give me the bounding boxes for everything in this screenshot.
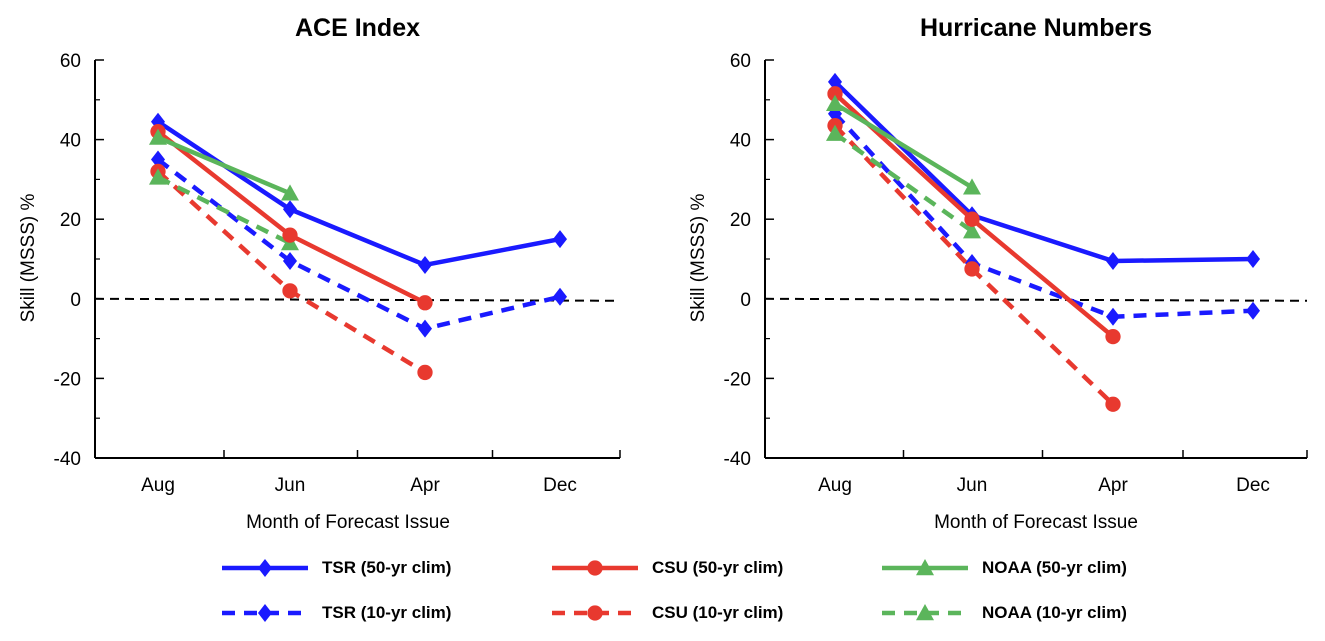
series-noaa-10-yr-clim bbox=[826, 124, 981, 239]
data-point bbox=[282, 251, 298, 270]
data-point bbox=[552, 287, 568, 306]
series-line bbox=[157, 135, 291, 196]
data-point bbox=[1245, 250, 1261, 268]
x-tick-label: Aug bbox=[818, 475, 852, 496]
data-point bbox=[963, 178, 981, 195]
y-tick-label: 0 bbox=[740, 290, 751, 311]
y-tick-label: 40 bbox=[60, 131, 81, 152]
chart-title: ACE Index bbox=[295, 14, 420, 42]
data-point bbox=[1105, 307, 1121, 326]
y-tick-label: -40 bbox=[724, 449, 751, 470]
x-tick-label: Apr bbox=[1098, 475, 1128, 496]
panel-ace: ACE Index -40 -20 0 20 40 60 Aug Jun Apr Dec Month … bbox=[18, 14, 621, 533]
data-point bbox=[552, 230, 568, 249]
x-tick-label: Jun bbox=[957, 475, 988, 496]
data-point bbox=[417, 364, 433, 381]
x-tick-label: Aug bbox=[141, 475, 175, 496]
series-noaa-50-yr-clim bbox=[826, 94, 981, 195]
series-line bbox=[156, 129, 427, 305]
series-tsr-50-yr-clim bbox=[827, 72, 1261, 270]
series-noaa-50-yr-clim bbox=[149, 128, 299, 201]
data-point bbox=[826, 124, 844, 141]
data-point bbox=[282, 200, 298, 219]
series-line bbox=[156, 169, 427, 375]
data-point bbox=[150, 112, 166, 131]
x-axis-label: Month of Forecast Issue bbox=[934, 512, 1138, 533]
x-tick-label: Jun bbox=[275, 475, 306, 496]
data-point bbox=[149, 128, 167, 145]
data-point bbox=[282, 283, 298, 299]
data-point bbox=[1245, 301, 1261, 320]
series-line bbox=[833, 112, 1254, 319]
x-axis-label: Month of Forecast Issue bbox=[246, 512, 450, 533]
y-tick-label: 40 bbox=[730, 131, 751, 152]
y-axis-label: Skill (MSSS) % bbox=[18, 194, 39, 323]
data-point bbox=[826, 94, 844, 111]
y-tick-label: 0 bbox=[70, 290, 81, 311]
series-tsr-10-yr-clim bbox=[150, 150, 568, 338]
y-tick-label: -40 bbox=[54, 449, 81, 470]
series-csu-50-yr-clim bbox=[827, 86, 1121, 345]
x-tick-label: Apr bbox=[410, 475, 440, 496]
series-csu-50-yr-clim bbox=[150, 123, 433, 311]
y-tick-label: 60 bbox=[60, 51, 81, 72]
series-tsr-50-yr-clim bbox=[150, 112, 568, 274]
data-point bbox=[963, 222, 981, 239]
series-line bbox=[833, 80, 1254, 264]
series-line bbox=[833, 101, 974, 190]
series-line bbox=[156, 175, 292, 246]
series-line bbox=[156, 157, 561, 331]
y-tick-label: 20 bbox=[60, 210, 81, 231]
data-point bbox=[417, 295, 433, 311]
chart-title: Hurricane Numbers bbox=[920, 14, 1152, 42]
data-point bbox=[964, 211, 980, 227]
data-point bbox=[282, 227, 298, 243]
zero-reference-line bbox=[94, 297, 621, 302]
series-line bbox=[156, 119, 561, 268]
y-tick-label: 20 bbox=[730, 210, 751, 231]
series-line bbox=[833, 131, 974, 233]
data-point bbox=[1105, 328, 1121, 345]
panel-hurricane: Hurricane Numbers -40 -20 0 20 40 60 Aug Jun Apr D… bbox=[688, 14, 1308, 533]
data-point bbox=[1105, 396, 1121, 412]
x-tick-label: Dec bbox=[1236, 475, 1270, 496]
data-point bbox=[827, 86, 843, 102]
data-point bbox=[827, 72, 843, 91]
y-axis-label: Skill (MSSS) % bbox=[688, 194, 709, 323]
data-point bbox=[964, 261, 980, 277]
y-tick-label: 60 bbox=[730, 51, 751, 72]
x-tick-label: Dec bbox=[543, 475, 577, 496]
data-point bbox=[1105, 251, 1121, 270]
data-point bbox=[150, 150, 166, 169]
data-point bbox=[149, 168, 167, 185]
data-point bbox=[281, 184, 299, 201]
data-point bbox=[417, 255, 433, 274]
data-point bbox=[417, 319, 433, 338]
zero-reference-line bbox=[764, 297, 1308, 302]
y-tick-label: -20 bbox=[54, 369, 81, 390]
y-tick-label: -20 bbox=[724, 369, 751, 390]
